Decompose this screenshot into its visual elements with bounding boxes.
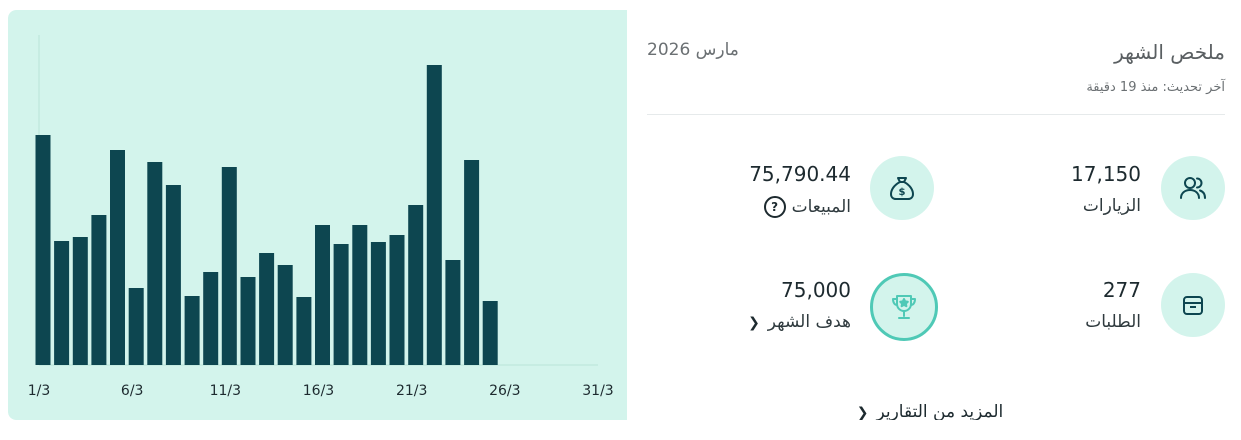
help-icon[interactable]: ? (763, 196, 786, 218)
chart-bar[interactable] (165, 185, 181, 365)
trophy-icon (870, 273, 938, 341)
goal-value: 75,000 (781, 278, 851, 302)
orders-value: 277 (1102, 278, 1141, 302)
box-icon (1161, 273, 1225, 337)
sales-label-row: المبيعات? (763, 196, 851, 218)
orders-label: الطلبات (1085, 312, 1141, 332)
monthly-summary-card: 1/3 6/3 11/3 16/3 21/3 26/3 31/3 ملخص الشهر ما… (8, 10, 1233, 420)
users-icon (1161, 156, 1225, 220)
chart-bar[interactable] (277, 265, 293, 365)
chart-bar[interactable] (315, 225, 330, 365)
last-updated-text: آخر تحديث: منذ 19 دقيقة (1086, 80, 1225, 95)
chart-bar[interactable] (35, 135, 51, 365)
sales-value: 75,790.44 (749, 162, 851, 186)
chart-bar[interactable] (54, 241, 70, 365)
month-label: مارس 2026 (647, 40, 739, 60)
more-reports-label: المزيد من التقارير (876, 402, 1004, 420)
chart-bar[interactable] (370, 242, 386, 365)
sales-label: المبيعات (791, 197, 851, 217)
page-title: ملخص الشهر (1114, 40, 1225, 64)
chart-bar[interactable] (352, 225, 368, 365)
x-tick-label: 31/3 (582, 383, 613, 399)
chart-bar[interactable] (259, 253, 275, 365)
chart-bar[interactable] (333, 244, 349, 365)
chart-bar[interactable] (296, 297, 312, 365)
daily-bar-chart: 1/3 6/3 11/3 16/3 21/3 26/3 31/3 (28, 35, 614, 399)
chart-bar[interactable] (184, 296, 200, 365)
chart-bar[interactable] (72, 237, 88, 365)
x-tick-label: 11/3 (210, 383, 241, 399)
chart-bar[interactable] (240, 277, 256, 365)
x-tick-label: 16/3 (303, 383, 334, 399)
visits-label: الزيارات (1082, 196, 1141, 216)
chart-bar[interactable] (221, 167, 237, 365)
chart-bar[interactable] (464, 160, 480, 365)
chart-bar[interactable] (426, 65, 442, 365)
chart-bar[interactable] (110, 150, 125, 365)
goal-label: هدف الشهر (767, 312, 851, 332)
chart-bar[interactable] (389, 235, 405, 365)
chart-bar[interactable] (147, 162, 163, 365)
summary-panel: ملخص الشهر مارس 2026 آخر تحديث: منذ 19 د… (627, 10, 1233, 420)
chart-bar[interactable] (445, 260, 461, 365)
more-reports-link[interactable]: المزيد من التقارير ❮ (627, 402, 1233, 420)
chart-bar[interactable] (91, 215, 107, 365)
chart-bar[interactable] (408, 205, 424, 365)
money-bag-icon: $ (870, 156, 934, 220)
goal-link[interactable]: هدف الشهر ❮ (748, 312, 851, 332)
daily-chart-panel: 1/3 6/3 11/3 16/3 21/3 26/3 31/3 (8, 10, 627, 420)
chevron-left-icon: ❮ (748, 315, 760, 331)
chart-bar[interactable] (203, 272, 219, 365)
chart-bar[interactable] (482, 301, 498, 365)
chevron-left-icon: ❮ (856, 405, 869, 420)
visits-value: 17,150 (1071, 162, 1141, 186)
x-tick-label: 26/3 (489, 383, 520, 399)
chart-bar[interactable] (128, 288, 144, 365)
divider (647, 114, 1225, 115)
x-tick-label: 1/3 (28, 383, 51, 399)
x-tick-label: 21/3 (396, 383, 427, 399)
x-tick-label: 6/3 (121, 383, 144, 399)
svg-text:$: $ (899, 187, 906, 198)
